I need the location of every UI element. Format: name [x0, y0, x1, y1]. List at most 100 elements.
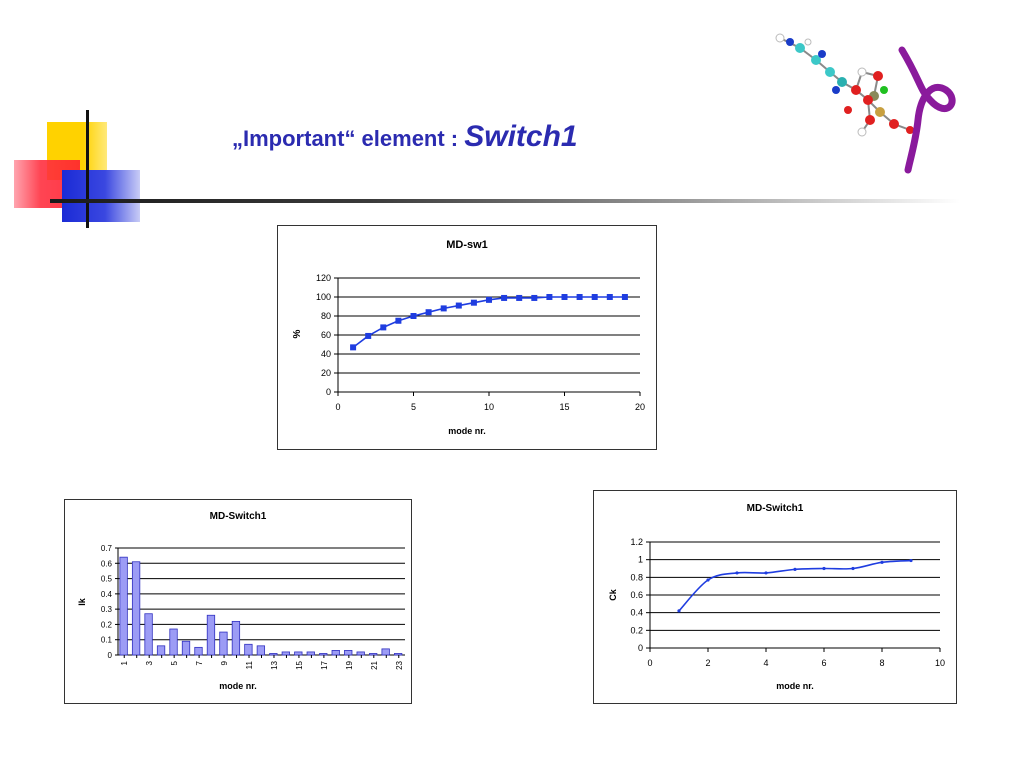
data-point	[576, 294, 583, 300]
data-point	[591, 294, 598, 300]
data-point	[486, 296, 492, 303]
bar	[169, 628, 178, 656]
x-axis-label: mode nr.	[776, 681, 814, 691]
x-tick-label: 7	[195, 660, 204, 665]
decor-vertical-line	[86, 110, 89, 228]
x-tick-label: 15	[295, 660, 304, 669]
x-tick-label: 17	[320, 660, 329, 669]
y-tick-label: 40	[321, 349, 331, 359]
data-point	[380, 324, 387, 331]
data-point	[470, 299, 477, 306]
y-tick-label: 0.3	[101, 605, 113, 614]
x-tick-label: 10	[484, 402, 494, 412]
data-point	[764, 571, 768, 575]
title-underline	[50, 199, 960, 203]
data-point	[561, 294, 568, 300]
data-point	[606, 294, 613, 300]
bar	[131, 561, 141, 656]
y-axis-label: %	[292, 329, 303, 338]
bar	[319, 653, 328, 656]
bar	[344, 650, 353, 656]
y-tick-label: 0	[108, 651, 113, 660]
x-tick-label: 5	[170, 660, 179, 665]
bar	[381, 648, 390, 656]
bar	[294, 651, 303, 656]
x-axis-label: mode nr.	[219, 681, 257, 691]
x-tick-label: 2	[705, 658, 710, 668]
data-point	[735, 571, 739, 575]
x-axis-label: mode nr.	[448, 426, 486, 436]
x-tick-label: 13	[270, 660, 279, 669]
protein-ribbon	[898, 46, 956, 174]
data-point	[425, 309, 432, 316]
y-tick-label: 0.2	[630, 625, 643, 635]
x-tick-label: 0	[647, 658, 652, 668]
chart-title: MD-Switch1	[747, 503, 804, 514]
molecule-atoms	[775, 33, 914, 137]
data-point	[350, 344, 357, 351]
bar	[119, 556, 128, 656]
data-point	[793, 567, 797, 571]
data-point	[365, 332, 372, 339]
y-tick-label: 80	[321, 311, 331, 321]
x-tick-label: 3	[145, 660, 154, 665]
x-tick-label: 19	[345, 660, 354, 669]
y-tick-label: 0.4	[630, 608, 643, 618]
slide-title-text: „Important“ element :	[232, 126, 465, 151]
x-tick-label: 6	[821, 658, 826, 668]
data-point	[706, 578, 710, 582]
chart-md-switch1-line-plot: MD-Switch1 mode nr. Ck 0 0.2 0.4 0.6 0.8 1 1.2…	[608, 503, 945, 691]
y-tick-label: 1.2	[630, 537, 643, 547]
bar	[219, 631, 228, 656]
y-tick-label: 20	[321, 368, 331, 378]
x-tick-label: 20	[635, 402, 645, 412]
data-point	[546, 294, 553, 300]
x-tick-label: 4	[763, 658, 768, 668]
x-tick-label: 8	[879, 658, 884, 668]
data-point	[455, 302, 462, 309]
x-tick-label: 0	[335, 402, 340, 412]
bar	[181, 640, 191, 656]
bar	[281, 651, 290, 656]
y-tick-label: 0.4	[101, 590, 113, 599]
x-tick-label: 9	[220, 660, 229, 665]
data-point	[621, 294, 628, 300]
y-axis-label: Ik	[77, 597, 87, 606]
bar	[393, 653, 403, 656]
bar	[269, 653, 278, 656]
x-tick-label: 10	[935, 658, 945, 668]
y-tick-label: 1	[638, 555, 643, 565]
data-point	[501, 294, 508, 301]
x-tick-label: 1	[120, 660, 129, 665]
chart-title: MD-sw1	[446, 239, 488, 251]
data-point	[880, 560, 884, 564]
data-point	[516, 294, 523, 301]
bar	[156, 645, 166, 656]
chart-md-switch1-bar: MD-Switch1 mode nr. Ik 0 0.1 0.2 0.3 0.4 0.5 0…	[64, 499, 412, 704]
bar	[331, 650, 340, 656]
bar	[231, 620, 241, 656]
x-tick-label: 15	[559, 402, 569, 412]
data-point	[822, 566, 826, 571]
y-tick-label: 100	[316, 292, 331, 302]
bar	[144, 613, 153, 656]
data-point	[909, 558, 913, 563]
x-tick-label: 21	[370, 660, 379, 669]
slide-title: „Important“ element : Switch1	[232, 120, 752, 160]
bar	[194, 646, 203, 656]
y-tick-label: 0.2	[101, 620, 113, 629]
y-tick-label: 0.6	[101, 559, 113, 568]
data-point	[677, 609, 681, 613]
bar	[206, 614, 216, 656]
data-point	[851, 566, 855, 571]
bar	[306, 651, 315, 656]
y-tick-label: 0.1	[101, 636, 113, 645]
data-point	[395, 317, 402, 324]
x-tick-label: 5	[411, 402, 416, 412]
data-point	[410, 313, 417, 319]
y-tick-label: 120	[316, 273, 331, 283]
y-axis-label: Ck	[608, 588, 618, 600]
y-tick-label: 0.8	[630, 572, 643, 582]
y-tick-label: 0	[638, 643, 643, 653]
data-point	[440, 305, 447, 312]
